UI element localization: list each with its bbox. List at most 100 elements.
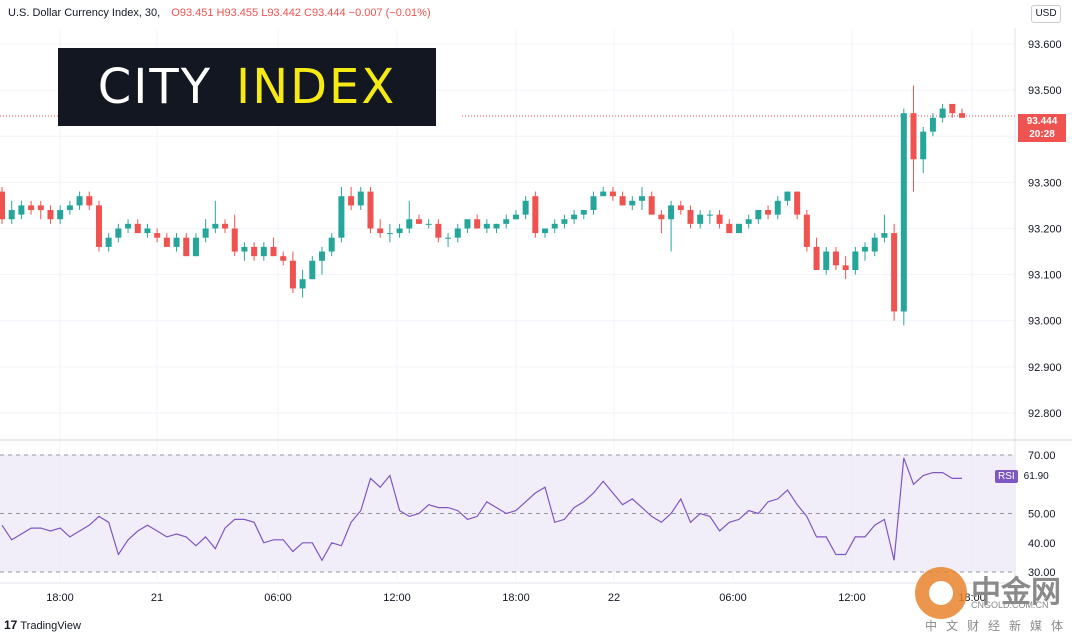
candle-body bbox=[445, 237, 452, 239]
candle-body bbox=[658, 214, 665, 220]
price-tick-label: 93.100 bbox=[1028, 270, 1062, 282]
x-tick-label: 22 bbox=[608, 592, 620, 604]
candle bbox=[231, 214, 238, 257]
candle bbox=[289, 251, 296, 294]
candle-body bbox=[774, 200, 781, 215]
price-tick-label: 93.500 bbox=[1028, 85, 1062, 97]
candle-body bbox=[37, 205, 44, 211]
candle bbox=[755, 210, 762, 224]
price-tick-label: 93.000 bbox=[1028, 316, 1062, 328]
candle-body bbox=[600, 191, 607, 197]
candle-body bbox=[348, 196, 355, 206]
candle-body bbox=[910, 113, 917, 160]
candle bbox=[115, 223, 122, 243]
candle bbox=[774, 196, 781, 220]
candle-body bbox=[0, 191, 6, 220]
candle-body bbox=[357, 191, 364, 206]
candle bbox=[483, 219, 490, 234]
logo-word-index: INDEX bbox=[236, 59, 397, 115]
candle-body bbox=[580, 210, 587, 215]
logo-word-city: CITY bbox=[97, 59, 213, 115]
candle-body bbox=[483, 223, 490, 229]
candle-body bbox=[706, 214, 713, 216]
x-tick-label: 06:00 bbox=[264, 592, 292, 604]
rsi-tick-label: 40.00 bbox=[1028, 538, 1056, 550]
candle-body bbox=[958, 113, 966, 118]
candle-body bbox=[726, 223, 733, 234]
candle-body bbox=[222, 223, 229, 229]
currency-button[interactable]: USD bbox=[1031, 5, 1061, 23]
candle bbox=[212, 200, 219, 234]
candle bbox=[842, 256, 849, 280]
candle bbox=[561, 214, 568, 229]
candle-body bbox=[551, 223, 558, 229]
candle-body bbox=[377, 228, 384, 234]
candle bbox=[648, 191, 655, 215]
candle-body bbox=[590, 196, 597, 211]
candle-body bbox=[542, 228, 549, 234]
candle-body bbox=[920, 131, 927, 160]
candle-body bbox=[571, 214, 578, 220]
candle bbox=[318, 246, 326, 275]
candle bbox=[251, 242, 258, 261]
candle-body bbox=[629, 200, 636, 206]
candle bbox=[348, 186, 355, 211]
candle-body bbox=[435, 223, 442, 238]
candle bbox=[512, 210, 519, 220]
candle-body bbox=[803, 214, 810, 247]
candle-body bbox=[716, 214, 723, 224]
candle-body bbox=[891, 233, 898, 312]
candle bbox=[551, 219, 558, 234]
tradingview-logo-icon: 17 bbox=[4, 618, 18, 632]
candle bbox=[357, 186, 364, 211]
candle bbox=[823, 246, 830, 275]
x-tick-label: 18:00 bbox=[502, 592, 530, 604]
candle bbox=[0, 186, 6, 224]
candle-body bbox=[125, 223, 132, 229]
candle bbox=[183, 233, 190, 257]
candle-body bbox=[76, 196, 83, 206]
candle-body bbox=[929, 117, 936, 132]
candle-body bbox=[144, 228, 151, 234]
candle bbox=[57, 205, 64, 224]
candle bbox=[222, 219, 229, 234]
candle-body bbox=[18, 205, 25, 215]
chart-header: U.S. Dollar Currency Index, 30, O93.451 … bbox=[8, 7, 431, 19]
candle-body bbox=[697, 214, 704, 224]
candle-body bbox=[28, 205, 35, 211]
price-tick-label: 93.300 bbox=[1028, 177, 1062, 189]
candle-body bbox=[668, 205, 675, 220]
candle-body bbox=[47, 210, 54, 220]
candle bbox=[47, 205, 54, 224]
price-tick-label: 93.600 bbox=[1028, 39, 1062, 51]
candle bbox=[95, 200, 102, 252]
city-index-logo: CITY INDEX bbox=[58, 48, 436, 126]
candle bbox=[464, 219, 471, 234]
candle bbox=[125, 219, 132, 234]
candle-body bbox=[794, 191, 801, 215]
rsi-badge-label: RSI bbox=[995, 470, 1018, 483]
price-tick-label: 93.200 bbox=[1028, 223, 1062, 235]
candle-body bbox=[280, 256, 287, 261]
candle bbox=[881, 214, 888, 243]
candle-body bbox=[561, 219, 568, 224]
candle bbox=[939, 103, 946, 123]
candle bbox=[37, 200, 44, 220]
candle-body bbox=[105, 237, 112, 247]
candle-body bbox=[299, 279, 306, 289]
candle bbox=[571, 210, 578, 224]
candle bbox=[726, 219, 733, 234]
candle bbox=[134, 219, 141, 234]
price-tick-label: 92.900 bbox=[1028, 362, 1062, 374]
candle-body bbox=[842, 265, 849, 270]
rsi-tick-label: 50.00 bbox=[1028, 509, 1056, 521]
tradingview-brand[interactable]: 17 TradingView bbox=[4, 618, 81, 632]
candle-body bbox=[687, 210, 694, 224]
candle bbox=[716, 210, 723, 229]
candle-body bbox=[338, 196, 345, 238]
candle bbox=[338, 186, 345, 243]
candle-body bbox=[289, 260, 296, 289]
candle bbox=[445, 233, 452, 247]
candle-body bbox=[212, 223, 219, 229]
candle-body bbox=[939, 108, 946, 118]
